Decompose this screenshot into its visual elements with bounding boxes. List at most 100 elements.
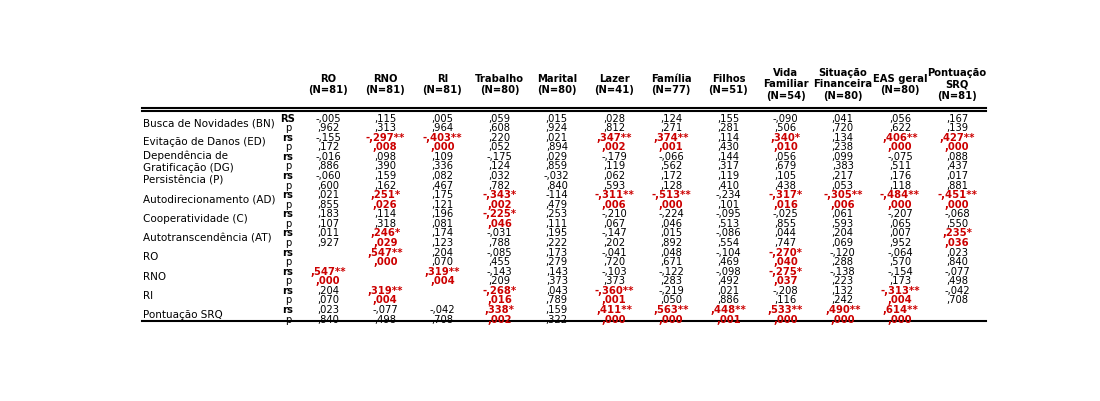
Text: ,886: ,886 (317, 162, 339, 171)
Text: ,053: ,053 (832, 180, 854, 190)
Text: ,029: ,029 (373, 238, 397, 248)
Text: ,119: ,119 (603, 162, 625, 171)
Text: -,234: -,234 (716, 190, 741, 200)
Text: -114: -114 (546, 190, 568, 200)
Text: -,098: -,098 (716, 267, 741, 277)
Text: ,061: ,061 (832, 209, 854, 219)
Text: -,451**: -,451** (937, 190, 977, 200)
Text: -,343*: -,343* (483, 190, 517, 200)
Text: -,175: -,175 (486, 152, 513, 162)
Text: ,043: ,043 (546, 286, 568, 296)
Text: Pontuação SRQ: Pontuação SRQ (143, 310, 223, 320)
Text: -,147: -,147 (601, 229, 627, 239)
Text: ,114: ,114 (717, 133, 739, 143)
Text: ,338*: ,338* (485, 305, 515, 315)
Text: -,005: -,005 (316, 113, 341, 124)
Text: ,593: ,593 (832, 219, 854, 229)
Text: ,000: ,000 (888, 142, 912, 152)
Text: ,313: ,313 (374, 123, 396, 133)
Text: ,511: ,511 (889, 162, 911, 171)
Text: ,788: ,788 (488, 238, 510, 248)
Text: ,202: ,202 (603, 238, 625, 248)
Text: -,120: -,120 (829, 247, 856, 257)
Text: p: p (285, 123, 292, 133)
Text: -,208: -,208 (773, 286, 799, 296)
Text: ,593: ,593 (603, 180, 625, 190)
Text: ,114: ,114 (374, 209, 396, 219)
Text: rs: rs (283, 171, 294, 181)
Text: p: p (285, 180, 292, 190)
Text: ,490**: ,490** (825, 305, 860, 315)
Text: ,318: ,318 (374, 219, 396, 229)
Text: ,840: ,840 (317, 314, 339, 324)
Text: ,000: ,000 (659, 314, 683, 324)
Text: rs: rs (283, 305, 294, 315)
Text: ,373: ,373 (603, 276, 625, 286)
Text: ,175: ,175 (431, 190, 453, 200)
Text: -,484**: -,484** (880, 190, 920, 200)
Text: ,001: ,001 (602, 296, 626, 306)
Text: ,048: ,048 (660, 247, 682, 257)
Text: p: p (285, 276, 292, 286)
Text: ,070: ,070 (431, 257, 453, 267)
Text: Evitação de Danos (ED): Evitação de Danos (ED) (143, 138, 266, 148)
Text: -,219: -,219 (658, 286, 684, 296)
Text: ,411**: ,411** (596, 305, 632, 315)
Text: -,064: -,064 (887, 247, 913, 257)
Text: ,855: ,855 (317, 200, 339, 210)
Text: ,455: ,455 (488, 257, 510, 267)
Text: ,105: ,105 (774, 171, 796, 181)
Text: ,430: ,430 (717, 142, 739, 152)
Text: ,469: ,469 (717, 257, 739, 267)
Text: ,317: ,317 (717, 162, 739, 171)
Text: ,000: ,000 (430, 142, 454, 152)
Text: ,002: ,002 (487, 314, 512, 324)
Text: -,042: -,042 (944, 286, 970, 296)
Text: -,031: -,031 (487, 229, 513, 239)
Text: ,046: ,046 (660, 219, 682, 229)
Text: ,065: ,065 (889, 219, 911, 229)
Text: ,067: ,067 (603, 219, 625, 229)
Text: -,077: -,077 (373, 305, 398, 315)
Text: ,283: ,283 (660, 276, 682, 286)
Text: -,143: -,143 (487, 267, 513, 277)
Text: ,562: ,562 (660, 162, 682, 171)
Text: ,000: ,000 (945, 142, 969, 152)
Text: -,042: -,042 (430, 305, 455, 315)
Text: ,144: ,144 (717, 152, 739, 162)
Text: ,789: ,789 (546, 296, 568, 306)
Text: ,614**: ,614** (882, 305, 917, 315)
Text: ,004: ,004 (888, 296, 912, 306)
Text: ,056: ,056 (889, 113, 911, 124)
Text: -,025: -,025 (772, 209, 799, 219)
Text: ,069: ,069 (832, 238, 854, 248)
Text: p: p (285, 162, 292, 171)
Text: p: p (285, 314, 292, 324)
Text: ,059: ,059 (488, 113, 510, 124)
Text: ,340*: ,340* (770, 133, 801, 143)
Text: p: p (285, 238, 292, 248)
Text: ,121: ,121 (431, 200, 453, 210)
Text: ,032: ,032 (488, 171, 510, 181)
Text: ,238: ,238 (832, 142, 854, 152)
Text: ,390: ,390 (374, 162, 396, 171)
Text: ,235*: ,235* (942, 229, 972, 239)
Text: ,116: ,116 (774, 296, 796, 306)
Text: p: p (285, 200, 292, 210)
Text: ,143: ,143 (546, 267, 568, 277)
Text: ,028: ,028 (603, 113, 625, 124)
Text: ,046: ,046 (487, 219, 513, 229)
Text: ,006: ,006 (830, 200, 855, 210)
Text: ,347**: ,347** (596, 133, 631, 143)
Text: ,600: ,600 (317, 180, 339, 190)
Text: ,159: ,159 (546, 305, 568, 315)
Text: -,403**: -,403** (422, 133, 462, 143)
Text: ,040: ,040 (773, 257, 798, 267)
Text: ,427**: ,427** (939, 133, 975, 143)
Text: ,002: ,002 (602, 142, 626, 152)
Text: ,373: ,373 (546, 276, 568, 286)
Text: ,964: ,964 (431, 123, 453, 133)
Text: Vida
Familiar
(N=54): Vida Familiar (N=54) (762, 68, 808, 101)
Text: ,176: ,176 (889, 171, 911, 181)
Text: ,319**: ,319** (367, 286, 403, 296)
